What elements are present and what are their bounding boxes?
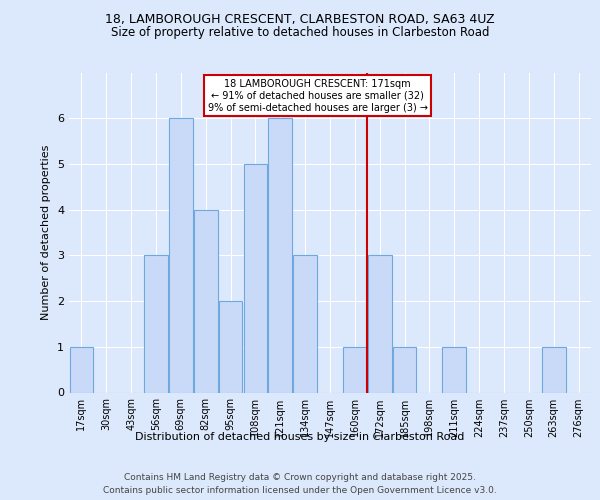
- Bar: [542, 347, 566, 393]
- Bar: [169, 118, 193, 392]
- Bar: [144, 256, 168, 392]
- Bar: [268, 118, 292, 392]
- Bar: [293, 256, 317, 392]
- Bar: [219, 301, 242, 392]
- Bar: [70, 347, 93, 393]
- Bar: [442, 347, 466, 393]
- Bar: [368, 256, 392, 392]
- Bar: [194, 210, 218, 392]
- Bar: [343, 347, 367, 393]
- Y-axis label: Number of detached properties: Number of detached properties: [41, 145, 52, 320]
- Text: Size of property relative to detached houses in Clarbeston Road: Size of property relative to detached ho…: [111, 26, 489, 39]
- Text: 18, LAMBOROUGH CRESCENT, CLARBESTON ROAD, SA63 4UZ: 18, LAMBOROUGH CRESCENT, CLARBESTON ROAD…: [105, 12, 495, 26]
- Text: 18 LAMBOROUGH CRESCENT: 171sqm
← 91% of detached houses are smaller (32)
9% of s: 18 LAMBOROUGH CRESCENT: 171sqm ← 91% of …: [208, 80, 428, 112]
- Text: Contains public sector information licensed under the Open Government Licence v3: Contains public sector information licen…: [103, 486, 497, 495]
- Bar: [244, 164, 267, 392]
- Text: Contains HM Land Registry data © Crown copyright and database right 2025.: Contains HM Land Registry data © Crown c…: [124, 472, 476, 482]
- Text: Distribution of detached houses by size in Clarbeston Road: Distribution of detached houses by size …: [136, 432, 464, 442]
- Bar: [393, 347, 416, 393]
